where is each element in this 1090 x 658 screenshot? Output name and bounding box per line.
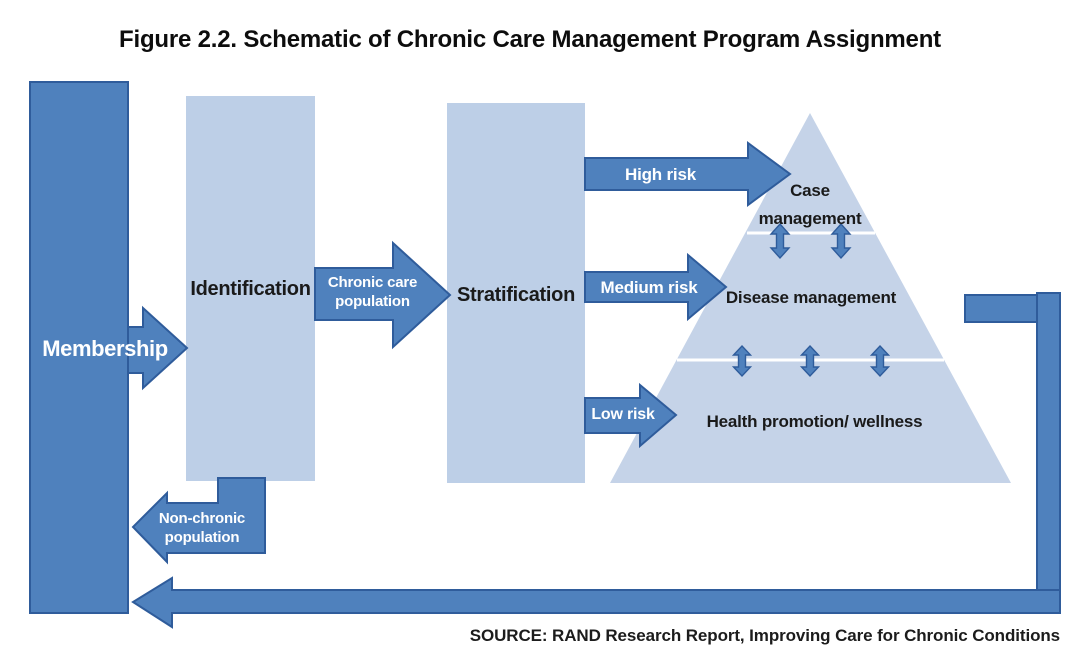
disease-management-label: Disease management [725,288,897,307]
source-attribution: SOURCE: RAND Research Report, Improving … [469,626,1060,645]
membership-label: Membership [42,336,168,361]
non-chronic-population-label: Non-chronic population [158,510,246,546]
non-chronic-population-arrow-icon [131,477,266,565]
identification-box [186,96,315,481]
medium-risk-label: Medium risk [600,278,698,297]
figure-title: Figure 2.2. Schematic of Chronic Care Ma… [119,26,941,53]
health-promotion-wellness-label: Health promotion/ wellness [706,412,923,431]
double-arrow-icon [830,222,852,260]
double-arrow-icon [869,344,891,378]
membership-to-identification-arrow-icon [127,305,189,391]
double-arrow-icon [731,344,753,378]
identification-label: Identification [190,278,311,300]
double-arrow-icon [799,344,821,378]
feedback-loop-top-bar [964,294,1043,323]
feedback-loop-right-bar [1036,292,1061,614]
chronic-care-population-arrow-icon [314,240,452,350]
stratification-box [447,103,585,483]
low-risk-label: Low risk [591,406,655,423]
low-risk-arrow-icon [584,382,678,449]
double-arrow-icon [769,222,791,260]
chronic-care-population-label: Chronic care population [327,274,418,310]
high-risk-label: High risk [625,165,696,184]
case-management-label: Case management [758,181,862,228]
medium-risk-arrow-icon [584,252,728,322]
high-risk-arrow-icon [584,141,792,207]
stratification-label: Stratification [456,284,576,306]
feedback-return-arrow-icon [131,576,1061,629]
program-pyramid [610,113,1011,483]
